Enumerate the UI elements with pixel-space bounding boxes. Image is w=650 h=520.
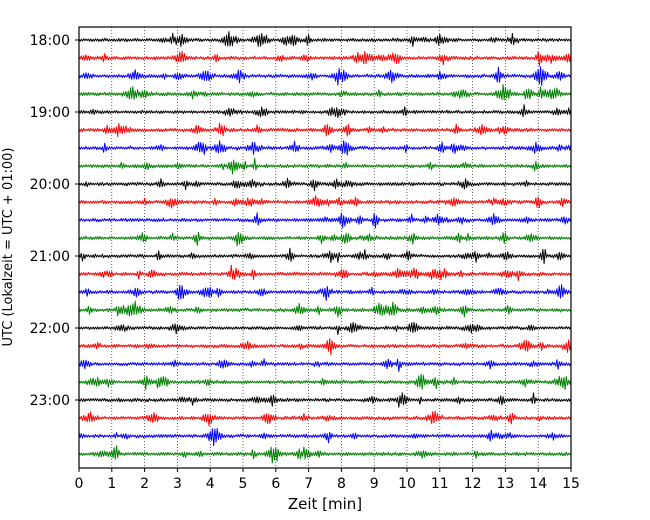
x-tick-label: 2: [140, 476, 149, 492]
x-tick-label: 13: [496, 476, 514, 492]
y-tick-label: 20:00: [30, 177, 70, 193]
seismogram-trace-2230: [78, 358, 572, 372]
seismogram-trace-1815: [78, 50, 572, 67]
x-tick-label: 8: [337, 476, 346, 492]
seismogram-trace-2245: [78, 373, 572, 391]
x-axis-ticks: 0 1 2 3 4 5 6 7 8 9 10 11 12 13 14 15: [75, 468, 580, 492]
x-tick-label: 0: [75, 476, 84, 492]
x-tick-label: 12: [464, 476, 482, 492]
seismogram-trace-2015: [78, 195, 572, 209]
x-axis-label: Zeit [min]: [288, 495, 362, 513]
seismogram-trace-2215: [78, 338, 572, 356]
seismogram-trace-1845: [78, 84, 572, 101]
x-tick-label: 14: [529, 476, 547, 492]
y-tick-label: 19:00: [30, 105, 70, 121]
plot-frame: [78, 26, 572, 469]
seismogram-trace-2345: [78, 445, 572, 464]
seismogram-trace-1830: [78, 66, 572, 86]
seismogram-trace-1915: [78, 122, 572, 138]
x-tick-label: 15: [562, 476, 580, 492]
seismogram-trace-2315: [78, 410, 572, 427]
seismogram-trace-2045: [78, 231, 572, 247]
x-tick-label: 10: [398, 476, 416, 492]
seismogram-trace-1945: [78, 157, 572, 175]
x-tick-label: 4: [206, 476, 215, 492]
seismogram-trace-2000: [78, 177, 572, 192]
y-tick-label: 21:00: [30, 249, 70, 265]
x-tick-label: 6: [271, 476, 280, 492]
seismogram-trace-2330: [78, 428, 572, 447]
x-tick-label: 1: [107, 476, 116, 492]
seismogram-trace-1900: [78, 104, 572, 118]
y-tick-label: 18:00: [30, 33, 70, 49]
y-tick-label: 22:00: [30, 321, 70, 337]
x-tick-label: 3: [173, 476, 182, 492]
seismogram-traces: [78, 31, 572, 464]
seismogram-trace-2130: [78, 284, 572, 302]
x-tick-label: 11: [431, 476, 449, 492]
x-tick-label: 9: [370, 476, 379, 492]
seismogram-trace-2115: [78, 264, 572, 282]
seismogram-trace-2100: [78, 247, 572, 265]
x-tick-label: 5: [239, 476, 248, 492]
y-axis-label: UTC (Lokalzeit = UTC + 01:00): [1, 148, 16, 347]
seismogram-trace-1930: [78, 140, 572, 156]
seismogram-trace-2300: [78, 392, 572, 408]
y-tick-label: 23:00: [30, 393, 70, 409]
seismogram-trace-2200: [78, 321, 572, 336]
x-tick-label: 7: [304, 476, 313, 492]
seismogram-trace-2145: [78, 300, 572, 318]
y-axis-ticks: 18:00 19:00 20:00 21:00 22:00 23:00: [30, 33, 79, 409]
seismogram-trace-1800: [78, 31, 572, 48]
seismogram-trace-2030: [78, 212, 572, 229]
